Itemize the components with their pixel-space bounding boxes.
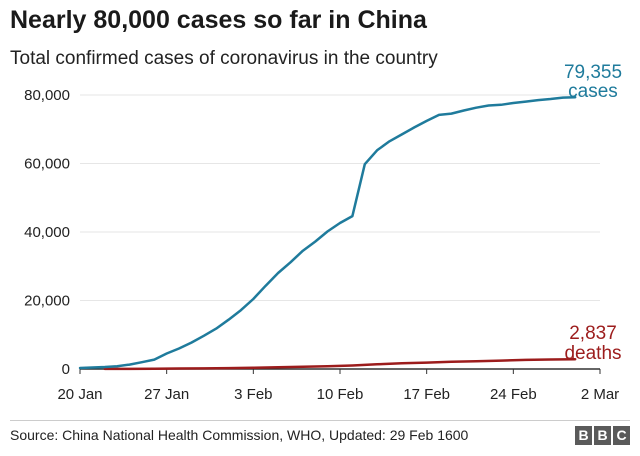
y-tick-label: 60,000 bbox=[24, 156, 70, 173]
x-tick-label: 17 Feb bbox=[403, 386, 450, 403]
bbc-logo-letter: B bbox=[575, 426, 592, 445]
y-tick-label: 20,000 bbox=[24, 293, 70, 310]
series-line-deaths bbox=[103, 358, 577, 371]
bbc-logo-letter: C bbox=[613, 426, 630, 445]
x-tick-label: 20 Jan bbox=[57, 386, 102, 403]
deaths-end-label: deaths bbox=[564, 343, 621, 364]
bbc-logo: B B C bbox=[575, 426, 630, 445]
x-tick-label: 10 Feb bbox=[317, 386, 364, 403]
deaths-end-value: 2,837 bbox=[569, 323, 617, 344]
source-note: Source: China National Health Commission… bbox=[10, 427, 469, 443]
bbc-logo-letter: B bbox=[594, 426, 611, 445]
line-chart: 0 20,000 40,000 60,000 80,000 20 Jan 27 Jan 3 F… bbox=[24, 62, 622, 403]
x-tick-label: 27 Jan bbox=[144, 386, 189, 403]
chart-subtitle: Total confirmed cases of coronavirus in … bbox=[10, 48, 438, 69]
footer-divider bbox=[10, 420, 630, 421]
x-tick-label: 3 Feb bbox=[234, 386, 272, 403]
y-tick-label: 40,000 bbox=[24, 224, 70, 241]
series-line-cases bbox=[78, 95, 577, 370]
chart-title: Nearly 80,000 cases so far in China bbox=[10, 6, 427, 34]
x-tick-label: 24 Feb bbox=[490, 386, 537, 403]
y-tick-label: 0 bbox=[62, 361, 70, 378]
cases-end-value: 79,355 bbox=[564, 62, 622, 83]
x-tick-label: 2 Mar bbox=[581, 386, 619, 403]
y-tick-label: 80,000 bbox=[24, 87, 70, 104]
cases-end-label: cases bbox=[568, 81, 618, 102]
